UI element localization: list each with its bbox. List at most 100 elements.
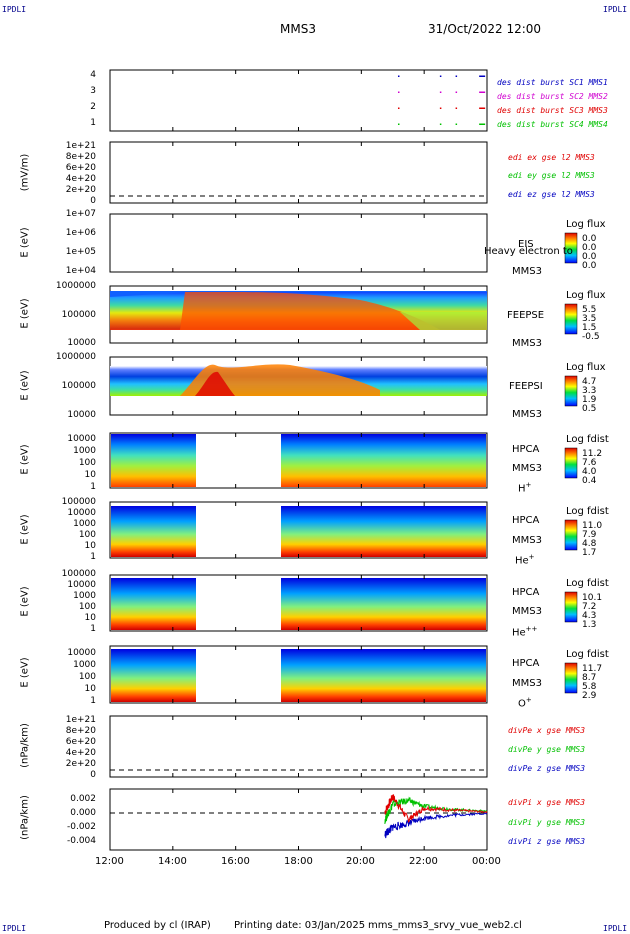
divpi-ylabel: (nPa/km) bbox=[19, 795, 31, 840]
footer-print-date: Printing date: 03/Jan/2025 bbox=[234, 920, 366, 931]
feepsi-panel bbox=[109, 356, 578, 416]
burst-legend-2: des dist burst SC2 MMS2 bbox=[497, 92, 608, 101]
eis-ytick: 1e+07 bbox=[65, 209, 96, 219]
feepse-cb-value: 3.5 bbox=[582, 314, 597, 324]
burst-marker bbox=[455, 107, 458, 109]
burst-legend-1: des dist burst SC1 MMS1 bbox=[497, 78, 608, 87]
hpca-he2-ytick: 1 bbox=[90, 624, 96, 634]
burst-ytick: 4 bbox=[90, 70, 96, 80]
hpca-he-panel bbox=[109, 501, 578, 559]
feepsi-cb-value: 1.9 bbox=[582, 395, 597, 405]
edi-frame bbox=[109, 141, 488, 204]
burst-marker bbox=[455, 91, 458, 93]
hpca-he2-spectrogram-left bbox=[111, 578, 196, 630]
feepse-colorbar-title: Log flux bbox=[566, 290, 606, 301]
corner-mark-bottom-right: IPDLI bbox=[603, 924, 628, 933]
feepse-ytick: 1000000 bbox=[55, 281, 96, 291]
hpca-he2-charge: ++ bbox=[525, 625, 538, 633]
feepsi-ytick: 100000 bbox=[61, 381, 96, 391]
edi-ytick: 6e+20 bbox=[65, 163, 96, 173]
feepsi-cb-value: 4.7 bbox=[582, 377, 597, 387]
hpca-h-cb-value: 11.2 bbox=[582, 449, 603, 459]
eis-frame bbox=[109, 213, 488, 273]
burst-ytick: 1 bbox=[90, 118, 96, 128]
hpca-o-cb-value: 5.8 bbox=[582, 682, 597, 692]
divpi-ytick: -0.002 bbox=[66, 822, 96, 832]
divpe-ytick: 8e+20 bbox=[65, 726, 96, 736]
divpe-ytick: 0 bbox=[90, 770, 96, 780]
hpca-he-ytick: 10000 bbox=[67, 508, 96, 518]
burst-legend-4: des dist burst SC4 MMS4 bbox=[497, 120, 608, 129]
hpca-o-species: O bbox=[518, 698, 526, 710]
hpca-o-ytick: 1000 bbox=[73, 660, 96, 670]
hpca-he-instrument-label: HPCA bbox=[512, 515, 540, 526]
divpi-panel: divPi x gse MMS3 divPi y gse MMS3 divPi … bbox=[109, 788, 585, 851]
hpca-he2-spectrogram-right bbox=[281, 578, 486, 630]
burst-ytick: 2 bbox=[90, 102, 96, 112]
divpi-legend-y: divPi y gse MMS3 bbox=[508, 818, 585, 827]
divpi-frame bbox=[109, 788, 488, 851]
hpca-he-ytick: 100000 bbox=[61, 497, 96, 507]
burst-marker bbox=[439, 123, 442, 125]
edi-ytick: 2e+20 bbox=[65, 185, 96, 195]
burst-marker bbox=[439, 91, 442, 93]
burst-marker bbox=[397, 91, 400, 93]
divpi-ytick: -0.004 bbox=[66, 836, 96, 846]
x-tick-label: 18:00 bbox=[284, 856, 313, 867]
feepse-hot-region bbox=[180, 292, 440, 330]
feepsi-ytick: 1000000 bbox=[55, 352, 96, 362]
hpca-he2-species-label: He++ bbox=[512, 625, 537, 638]
eis-spacecraft-label: MMS3 bbox=[512, 266, 542, 277]
hpca-o-cb-value: 11.7 bbox=[582, 664, 603, 674]
feepsi-cb-value: 0.5 bbox=[582, 404, 597, 414]
hpca-he-ytick: 1 bbox=[90, 552, 96, 562]
hpca-o-spectrogram-left bbox=[111, 649, 196, 702]
hpca-h-panel bbox=[109, 432, 578, 489]
eis-colorbar bbox=[564, 232, 578, 264]
eis-cb-value: 0.0 bbox=[582, 243, 597, 253]
hpca-he-colorbar-title: Log fdist bbox=[566, 506, 609, 517]
footer-producer: Produced by cl (IRAP) bbox=[104, 920, 211, 931]
x-tick-label: 16:00 bbox=[221, 856, 250, 867]
hpca-o-colorbar bbox=[564, 662, 578, 694]
hpca-he2-ytick: 10000 bbox=[67, 580, 96, 590]
divpe-ytick: 4e+20 bbox=[65, 748, 96, 758]
divpe-ytick: 1e+21 bbox=[65, 715, 96, 725]
hpca-o-panel bbox=[109, 645, 578, 704]
hpca-he2-cb-value: 10.1 bbox=[582, 593, 603, 603]
eis-cb-value: 0.0 bbox=[582, 234, 597, 244]
hpca-he-cb-value: 1.7 bbox=[582, 548, 597, 558]
hpca-he2-species: He bbox=[512, 627, 526, 639]
feepse-cb-value: 5.5 bbox=[582, 305, 597, 315]
edi-legend-x: edi ex gse l2 MMS3 bbox=[508, 153, 595, 162]
hpca-o-ytick: 1 bbox=[90, 696, 96, 706]
hpca-h-charge: + bbox=[525, 481, 532, 489]
feepse-spacecraft-label: MMS3 bbox=[512, 338, 542, 349]
burst-frame bbox=[109, 69, 488, 132]
eis-ytick: 1e+06 bbox=[65, 228, 96, 238]
divpi-trace bbox=[384, 796, 488, 825]
corner-mark-top-right: IPDLI bbox=[603, 5, 628, 14]
feepse-tail bbox=[400, 312, 487, 330]
hpca-h-spectrogram-left bbox=[111, 434, 196, 487]
burst-marker bbox=[397, 107, 400, 109]
feepse-ytick: 100000 bbox=[61, 310, 96, 320]
eis-cb-value: 0.0 bbox=[582, 261, 597, 271]
hpca-he-spacecraft-label: MMS3 bbox=[512, 535, 542, 546]
divpe-ytick: 6e+20 bbox=[65, 737, 96, 747]
hpca-o-colorbar-title: Log fdist bbox=[566, 649, 609, 660]
burst-legend-3: des dist burst SC3 MMS3 bbox=[497, 106, 608, 115]
corner-mark-top-left: IPDLI bbox=[2, 5, 27, 14]
hpca-o-spacecraft-label: MMS3 bbox=[512, 678, 542, 689]
edi-legend-z: edi ez gse l2 MMS3 bbox=[508, 190, 595, 199]
feepse-panel bbox=[109, 285, 578, 344]
spacecraft-title: MMS3 bbox=[280, 22, 316, 36]
divpe-legend-y: divPe y gse MMS3 bbox=[508, 745, 585, 754]
hpca-h-colorbar bbox=[564, 447, 578, 479]
hpca-he2-cb-value: 1.3 bbox=[582, 620, 597, 630]
feepse-colorbar bbox=[564, 303, 578, 335]
hpca-he-cb-value: 11.0 bbox=[582, 521, 603, 531]
eis-overlap-label: Heavy electron to bbox=[484, 246, 573, 257]
hpca-h-spectrogram-right bbox=[281, 434, 486, 487]
